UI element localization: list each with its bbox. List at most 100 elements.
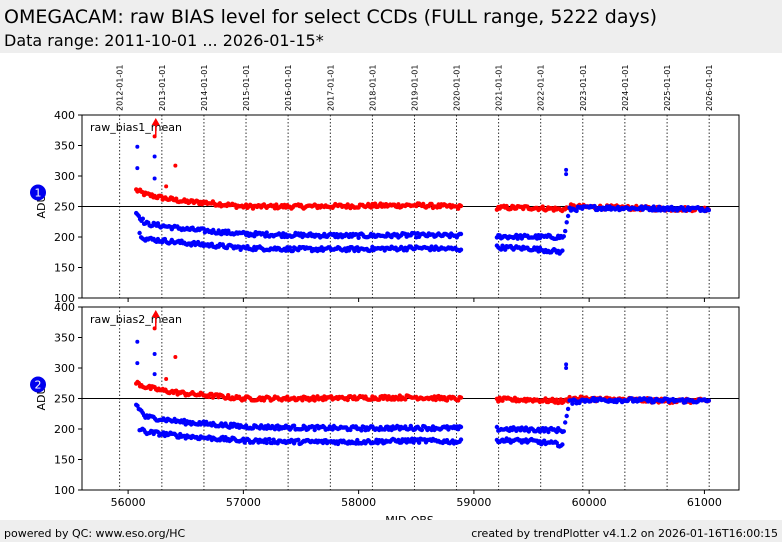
x-tick-label: 57000: [226, 496, 261, 509]
data-point: [458, 437, 464, 442]
panel-number-marker: [30, 184, 46, 201]
data-point: [345, 397, 350, 403]
page-title: OMEGACAM: raw BIAS level for select CCDs…: [4, 6, 658, 28]
y-tick-label: 400: [54, 301, 75, 314]
y-tick-label: 250: [54, 393, 75, 406]
outlier-point: [152, 351, 157, 356]
x-tick-label: 61000: [687, 496, 722, 509]
x-tick-label: 58000: [341, 496, 376, 509]
date-tick-label: 2022-01-01: [537, 65, 546, 112]
data-point: [267, 436, 272, 442]
date-tick-label: 2014-01-01: [200, 65, 209, 112]
panel-number-label: 2: [35, 379, 42, 392]
data-point: [429, 201, 434, 207]
outlier-point: [135, 361, 140, 366]
data-point: [570, 401, 575, 406]
data-point: [680, 397, 685, 402]
data-point: [651, 204, 656, 209]
data-point: [564, 220, 569, 225]
panel-number-marker: [30, 376, 46, 393]
data-point: [565, 406, 571, 412]
outlier-point: [173, 163, 178, 168]
date-tick-label: 2025-01-01: [663, 65, 672, 112]
data-point: [355, 437, 360, 443]
data-point: [458, 247, 464, 252]
outlier-point: [564, 167, 569, 172]
y-tick-label: 400: [54, 109, 75, 122]
data-point: [264, 440, 269, 446]
y-tick-label: 150: [54, 454, 75, 467]
panel-label: raw_bias1_mean: [90, 121, 182, 134]
data-point: [456, 206, 461, 211]
y-tick-label: 350: [54, 332, 75, 345]
data-point: [564, 413, 569, 419]
data-point: [296, 437, 301, 442]
data-point: [300, 398, 305, 403]
data-point: [574, 208, 579, 214]
data-point: [416, 440, 422, 445]
data-point: [458, 424, 464, 430]
data-point: [563, 420, 568, 425]
data-point: [592, 203, 597, 209]
outlier-point: [135, 166, 140, 171]
date-tick-label: 2018-01-01: [368, 65, 377, 112]
data-point: [543, 396, 548, 401]
data-point: [433, 397, 438, 403]
data-point: [494, 424, 500, 430]
footer-created: created by trendPlotter v4.1.2 on 2026-0…: [471, 527, 778, 540]
outlier-point: [135, 144, 140, 149]
data-point: [359, 428, 364, 433]
outlier-point: [173, 355, 178, 360]
date-tick-label: 2013-01-01: [158, 65, 167, 112]
data-point: [403, 397, 408, 402]
data-point: [563, 228, 568, 234]
outlier-point: [164, 184, 169, 189]
y-tick-label: 350: [54, 140, 75, 153]
outlier-point: [152, 372, 157, 377]
x-tick-label: 60000: [572, 496, 607, 509]
data-point: [706, 208, 711, 213]
data-point: [567, 394, 572, 400]
spike-arrow-head: [151, 118, 160, 125]
x-tick-label: 59000: [456, 496, 491, 509]
date-tick-label: 2012-01-01: [116, 65, 125, 112]
panel-label: raw_bias2_mean: [90, 313, 182, 326]
data-point: [264, 230, 269, 235]
spike-arrow-head: [151, 310, 160, 317]
header-bar: [0, 0, 782, 53]
page-subtitle: Data range: 2011-10-01 ... 2026-01-15*: [4, 31, 324, 50]
outlier-point: [152, 154, 157, 159]
y-tick-label: 100: [54, 292, 75, 305]
y-tick-label: 300: [54, 362, 75, 375]
outlier-point: [164, 376, 169, 381]
y-tick-label: 100: [54, 484, 75, 497]
outlier-point: [135, 339, 140, 344]
date-tick-label: 2020-01-01: [452, 65, 461, 112]
outlier-point: [564, 172, 569, 177]
y-tick-label: 150: [54, 262, 75, 275]
data-point: [560, 442, 565, 447]
data-point: [135, 403, 140, 408]
date-tick-label: 2019-01-01: [410, 65, 419, 112]
data-point: [312, 427, 317, 433]
outlier-point: [152, 176, 157, 181]
data-point: [356, 235, 361, 240]
data-point: [554, 397, 559, 402]
date-tick-label: 2024-01-01: [621, 65, 630, 112]
outlier-point: [564, 362, 569, 367]
footer-credit: powered by QC: www.eso.org/HC: [4, 527, 186, 540]
data-point: [456, 398, 461, 403]
y-tick-label: 200: [54, 423, 75, 436]
panel-number-label: 1: [35, 187, 42, 200]
data-point: [706, 398, 711, 403]
date-tick-label: 2021-01-01: [495, 65, 504, 112]
y-tick-label: 200: [54, 231, 75, 244]
data-point: [291, 423, 297, 428]
footer-bar: [0, 520, 782, 542]
data-point: [565, 213, 571, 219]
data-point: [561, 429, 566, 434]
outlier-point: [564, 366, 569, 370]
date-tick-label: 2023-01-01: [579, 65, 588, 112]
data-point: [648, 396, 654, 401]
